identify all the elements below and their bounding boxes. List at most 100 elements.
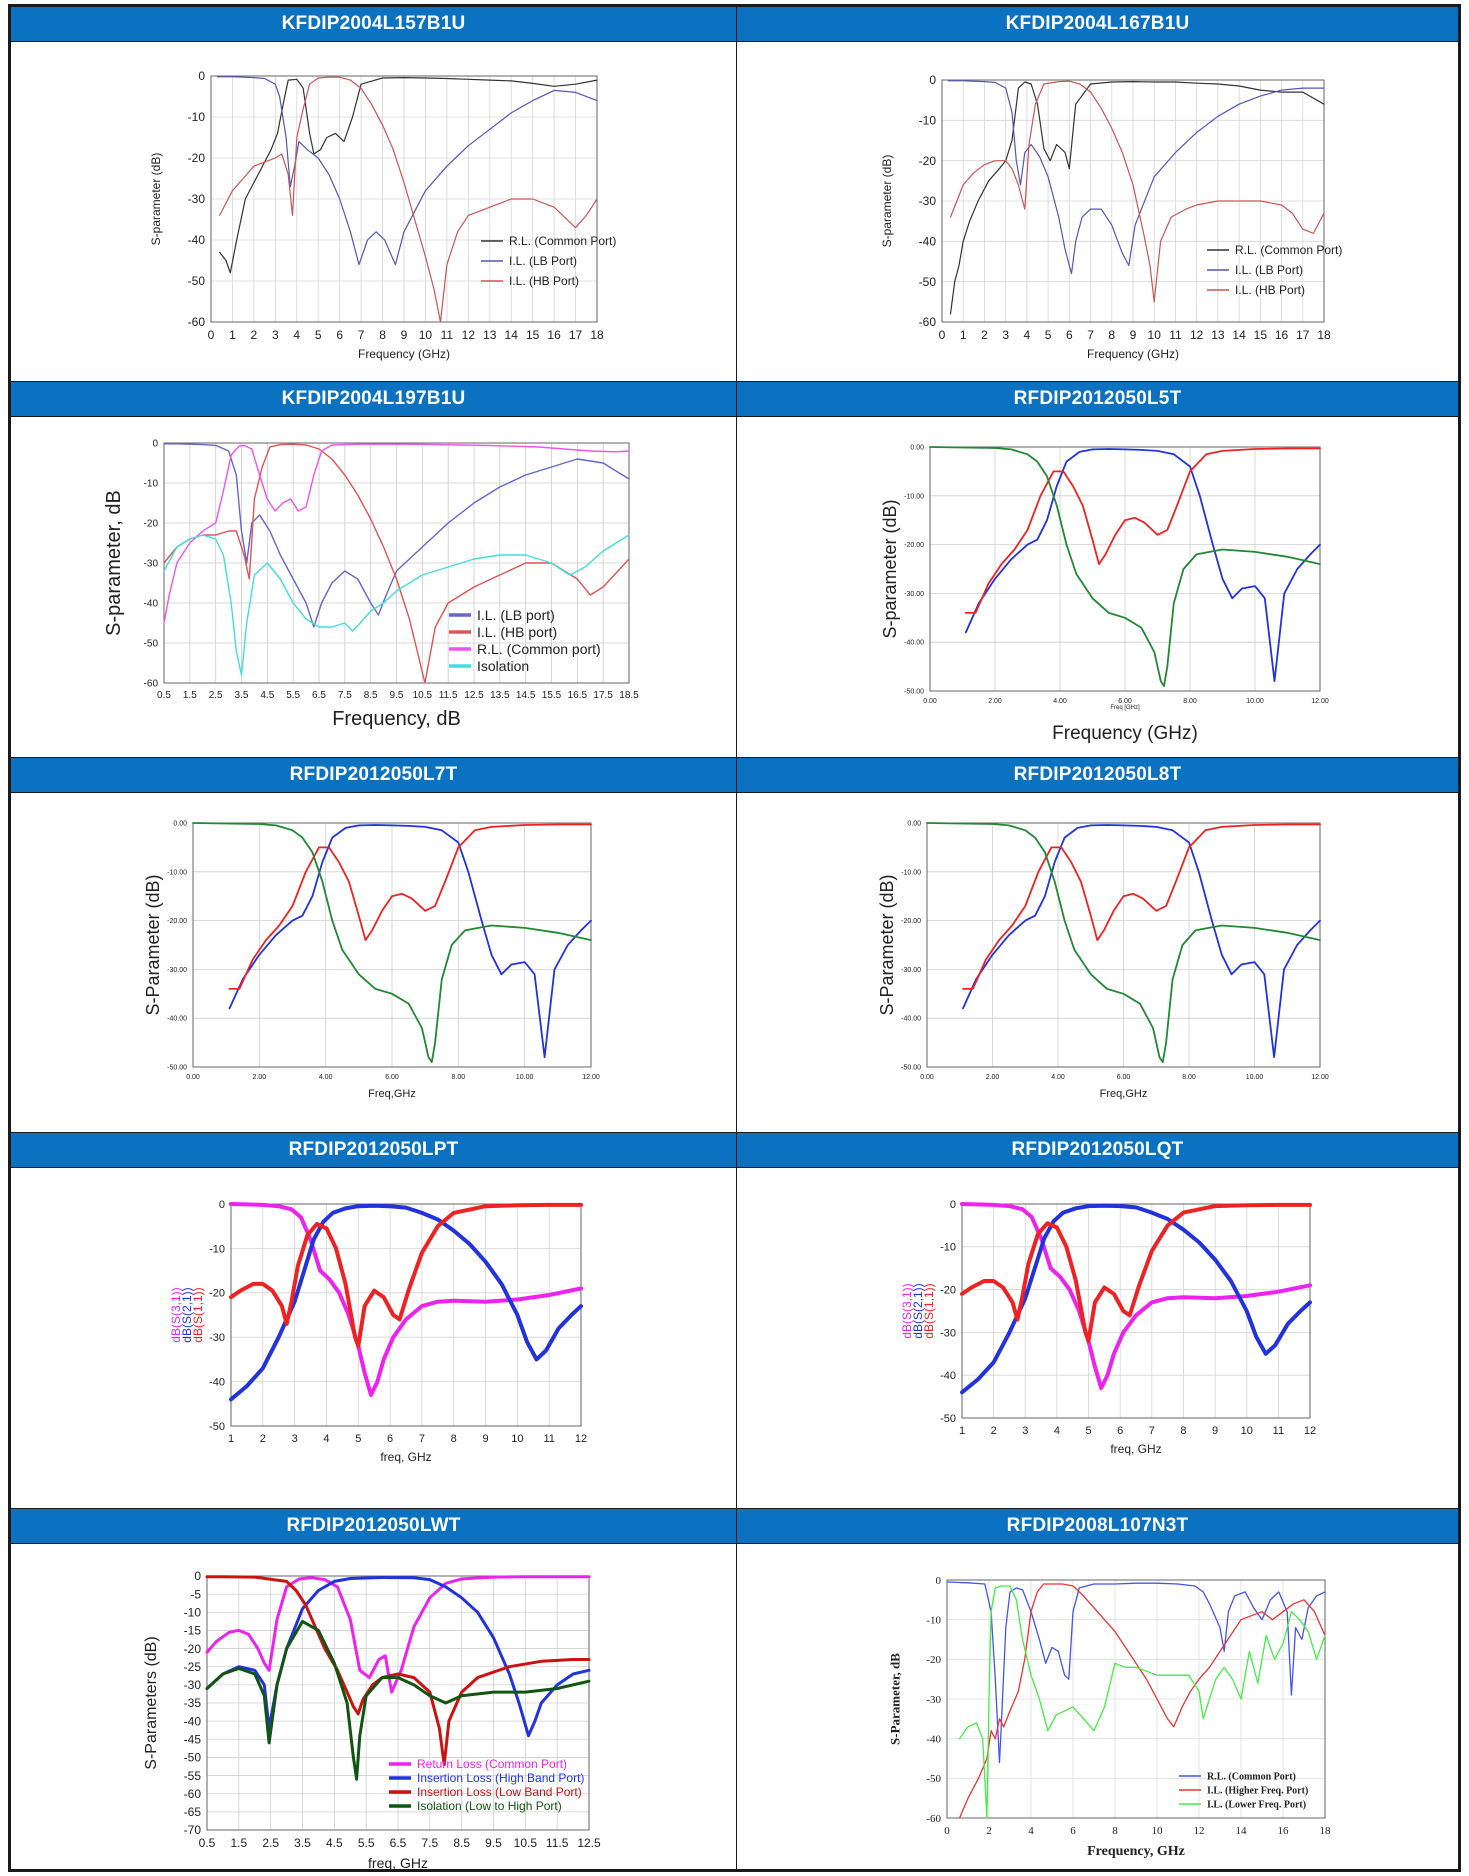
x-tick-label: 5.5 <box>286 690 300 701</box>
panel-title: RFDIP2012050L7T <box>11 758 736 793</box>
x-axis-label: Freq,GHz <box>1100 1088 1148 1100</box>
series-line <box>229 1203 583 1402</box>
series-line <box>219 76 598 274</box>
x-tick-label: 16 <box>1278 1825 1290 1837</box>
series-line <box>192 822 592 1064</box>
x-tick-label: 8.00 <box>1183 698 1197 705</box>
series-line <box>960 1202 1312 1390</box>
series-line <box>958 1583 1326 1819</box>
y-tick-label: -30.00 <box>167 967 187 974</box>
plot-border <box>946 1579 1326 1819</box>
x-tick-label: 4 <box>1054 1425 1060 1437</box>
y-tick-label: -30 <box>188 192 206 206</box>
series-line <box>205 1575 591 1767</box>
x-tick-label: 2 <box>991 1425 997 1437</box>
x-tick-label: 2.00 <box>988 698 1002 705</box>
y-tick-label: -40 <box>940 1370 956 1382</box>
y-axis-label-part: dB(S(3,1)) <box>900 1283 914 1338</box>
x-tick-label: 7.5 <box>338 690 352 701</box>
x-tick-label: 18 <box>1320 1825 1332 1837</box>
y-tick-label: -5 <box>190 1587 201 1601</box>
x-tick-label: 3.5 <box>235 690 249 701</box>
y-tick-label: -10 <box>919 114 937 128</box>
y-axis-label: S-Parameter (dB) <box>143 874 163 1015</box>
plot-border <box>961 1203 1311 1419</box>
series-line <box>958 1585 1326 1819</box>
x-tick-label: 17 <box>569 328 583 342</box>
y-tick-label: -30 <box>940 1327 956 1339</box>
x-tick-label: 2.00 <box>986 1074 1000 1081</box>
y-tick-label: -20.00 <box>167 918 187 925</box>
y-tick-label: -10 <box>940 1242 956 1254</box>
y-tick-label: 0 <box>198 69 205 83</box>
x-tick-label: 12 <box>1194 1825 1205 1837</box>
x-tick-label: 16.5 <box>568 690 588 701</box>
y-tick-label: -50.00 <box>904 688 924 695</box>
x-tick-label: 8 <box>379 328 386 342</box>
legend-label: R.L. (Common port) <box>477 641 601 657</box>
x-tick-label: 10 <box>511 1433 523 1445</box>
y-tick-label: -10.00 <box>904 493 924 500</box>
x-tick-label: 6.00 <box>1117 1074 1131 1081</box>
plot-border <box>230 1203 582 1427</box>
line-chart: 0.00 2.00 4.00 6.00 8.00 10.00 12.00 0.00 -10.00… <box>877 820 1329 1100</box>
x-tick-label: 12 <box>1304 1425 1316 1437</box>
x-tick-label: 12 <box>462 328 476 342</box>
x-tick-label: 12.00 <box>1311 698 1329 705</box>
x-tick-label: 10 <box>1241 1425 1253 1437</box>
series-line <box>163 534 630 676</box>
y-tick-label: -10.00 <box>901 869 921 876</box>
legend-label: I.L. (LB port) <box>477 607 555 623</box>
series-line <box>964 447 1321 614</box>
y-tick-label: 0 <box>950 1199 956 1211</box>
x-tick-label: 12.5 <box>577 1836 601 1850</box>
x-tick-label: 9 <box>1130 328 1137 342</box>
y-tick-label: 0 <box>936 1575 942 1587</box>
x-tick-label: 8 <box>451 1433 457 1445</box>
x-tick-label: 6.00 <box>385 1074 399 1081</box>
x-tick-label: 1 <box>959 1425 965 1437</box>
line-chart: 0.5 1.5 2.5 3.5 4.5 5.5 6.5 7.5 8.5 9.5 10.5 11.5 12… <box>143 1569 601 1869</box>
line-chart: 0.00 2.00 4.00 6.00 8.00 10.00 12.00 0.00 -10.00… <box>143 820 600 1100</box>
chart-panel: RFDIP2012050LQT 1 2 3 4 5 6 7 8 9 10 11 12 0 -10 -20 -30… <box>736 1132 1459 1509</box>
legend-label: Insertion Loss (Low Band Port) <box>417 1785 582 1799</box>
x-tick-label: 3.5 <box>294 1836 311 1850</box>
y-tick-label: -40 <box>188 233 206 247</box>
panel-title: KFDIP2004L157B1U <box>11 7 736 42</box>
x-tick-label: 14.5 <box>516 690 536 701</box>
x-axis-label: freq, GHz <box>1110 1442 1161 1456</box>
series-line <box>946 1581 1326 1764</box>
y-tick-label: -30 <box>919 194 937 208</box>
y-tick-label: -25 <box>184 1660 202 1674</box>
x-tick-label: 15 <box>526 328 540 342</box>
y-tick-label: -10 <box>209 1243 225 1255</box>
plot-border <box>941 79 1325 323</box>
x-tick-label: 5.5 <box>358 1836 375 1850</box>
y-tick-label: 0 <box>219 1199 225 1211</box>
y-tick-label: -70 <box>184 1823 202 1837</box>
y-tick-label: -40.00 <box>167 1016 187 1023</box>
y-tick-label: -60 <box>184 1787 202 1801</box>
y-axis-label: S-parameter, dB <box>103 490 125 636</box>
y-axis-label: S-parameter (dB) <box>880 155 894 248</box>
legend-label: I.L. (HB Port) <box>1235 283 1305 297</box>
panel-title: RFDIP2012050L8T <box>737 758 1458 793</box>
x-tick-label: 12 <box>575 1433 587 1445</box>
legend-label: Isolation (Low to High Port) <box>417 1799 562 1813</box>
y-tick-label: -40 <box>184 1714 202 1728</box>
x-tick-label: 10.5 <box>514 1836 538 1850</box>
panel-title: RFDIP2012050LQT <box>737 1133 1458 1168</box>
x-tick-label: 0.5 <box>199 1836 216 1850</box>
x-tick-label: 15.5 <box>542 690 562 701</box>
y-tick-label: -10 <box>926 1615 941 1627</box>
x-tick-label: 9 <box>482 1433 488 1445</box>
x-axis-label: Frequency (GHz) <box>358 347 450 361</box>
plot-border <box>929 446 1321 692</box>
series-line <box>163 443 630 628</box>
x-tick-label: 17.5 <box>593 690 613 701</box>
x-tick-label: 1 <box>229 328 236 342</box>
x-tick-label: 5 <box>315 328 322 342</box>
x-axis-label: Frequency, GHz <box>1087 1844 1185 1859</box>
